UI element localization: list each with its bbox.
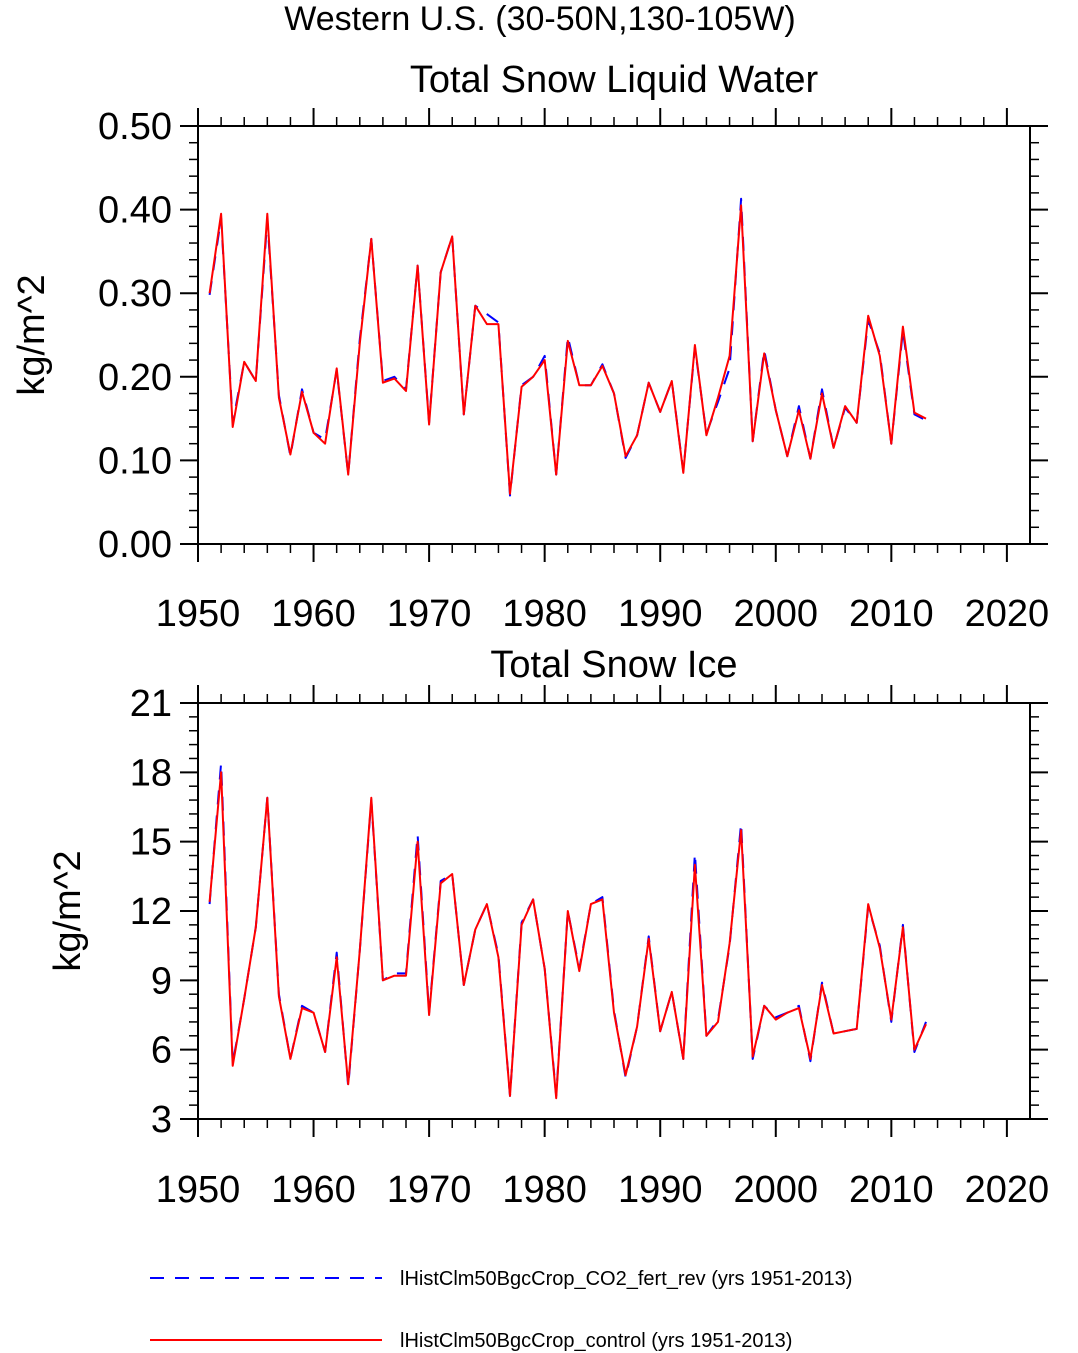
x-tick-label: 1970 bbox=[387, 1169, 472, 1211]
y-tick-label: 0.50 bbox=[98, 106, 172, 148]
x-tick-label: 2010 bbox=[849, 1169, 934, 1211]
x-tick-label: 1950 bbox=[156, 1169, 241, 1211]
series-line-control bbox=[208, 771, 927, 1100]
y-tick-label: 9 bbox=[151, 960, 172, 1002]
y-tick-label: 0.20 bbox=[98, 357, 172, 399]
y-tick-label: 21 bbox=[130, 683, 172, 725]
x-tick-label: 2020 bbox=[965, 1169, 1050, 1211]
y-tick-label: 0.40 bbox=[98, 190, 172, 232]
legend-label-control: lHistClm50BgcCrop_control (yrs 1951-2013… bbox=[400, 1330, 792, 1352]
panel-total-snow-liquid-water: Total Snow Liquid Water kg/m^2 1950 1960 197… bbox=[11, 59, 1049, 635]
x-tick-label: 1980 bbox=[502, 593, 587, 635]
y-tick-label: 12 bbox=[130, 891, 172, 933]
x-tick-label: 2020 bbox=[965, 593, 1050, 635]
plot-frame bbox=[197, 125, 1031, 545]
x-tick-label: 1990 bbox=[618, 593, 703, 635]
y-axis-label: kg/m^2 bbox=[11, 274, 53, 395]
legend: lHistClm50BgcCrop_CO2_fert_rev (yrs 1951… bbox=[150, 1268, 852, 1352]
chart-title: Total Snow Liquid Water bbox=[410, 59, 819, 101]
figure-title: Western U.S. (30-50N,130-105W) bbox=[284, 0, 795, 38]
legend-label-co2-fert-rev: lHistClm50BgcCrop_CO2_fert_rev (yrs 1951… bbox=[400, 1268, 852, 1290]
x-tick-label: 1980 bbox=[502, 1169, 587, 1211]
x-tick-label: 2000 bbox=[734, 1169, 819, 1211]
y-axis-label: kg/m^2 bbox=[47, 850, 89, 971]
plot-frame bbox=[197, 702, 1031, 1120]
x-tick-label: 2010 bbox=[849, 593, 934, 635]
y-tick-label: 15 bbox=[130, 822, 172, 864]
y-tick-label: 18 bbox=[130, 752, 172, 794]
x-tick-label: 2000 bbox=[734, 593, 819, 635]
y-tick-label: 6 bbox=[151, 1030, 172, 1072]
x-tick-label: 1950 bbox=[156, 593, 241, 635]
y-tick-label: 3 bbox=[151, 1099, 172, 1141]
y-tick-label: 0.30 bbox=[98, 273, 172, 315]
x-tick-label: 1960 bbox=[271, 593, 356, 635]
x-tick-label: 1960 bbox=[271, 1169, 356, 1211]
y-tick-label: 0.00 bbox=[98, 524, 172, 566]
x-tick-label: 1970 bbox=[387, 593, 472, 635]
x-tick-label: 1990 bbox=[618, 1169, 703, 1211]
series-line-co2-fert-rev bbox=[208, 762, 927, 1097]
chart-title: Total Snow Ice bbox=[490, 644, 737, 686]
panel-total-snow-ice: Total Snow Ice kg/m^2 1950 1960 1970 1980 1990… bbox=[47, 644, 1049, 1211]
y-tick-label: 0.10 bbox=[98, 440, 172, 482]
series-line-control bbox=[208, 204, 927, 495]
